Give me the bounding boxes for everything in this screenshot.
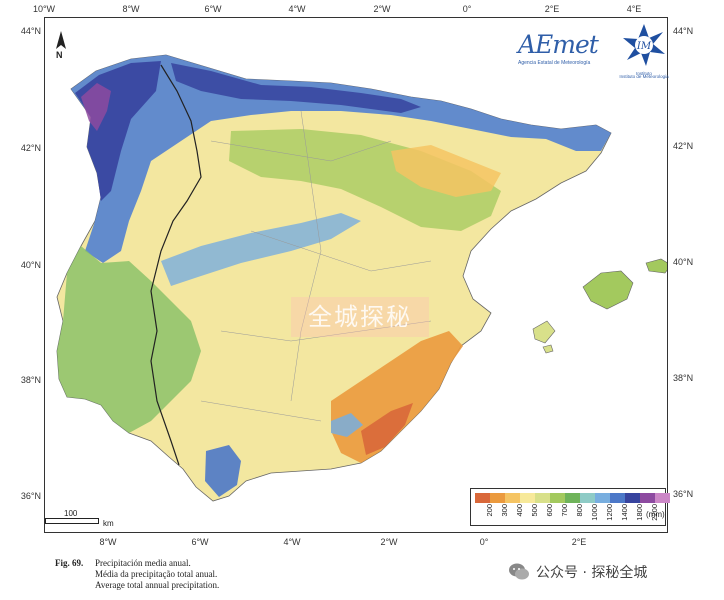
wechat-icon: [509, 563, 529, 580]
precipitation-map: [45, 18, 667, 532]
bottom-tick-1: 6°W: [191, 537, 209, 547]
top-tick-5: 0°: [462, 4, 472, 14]
right-tick-0: 44°N: [673, 26, 694, 36]
aemet-logo-subtitle: Agencia Estatal de Meteorología: [518, 60, 591, 66]
im-logo-subtitle-2: Instituto de Meteorologia: [619, 74, 669, 79]
legend-label-10: 1800: [635, 504, 644, 521]
legend-swatch-10: [625, 493, 640, 503]
legend-swatch-6: [565, 493, 580, 503]
legend-unit: (mm): [646, 510, 665, 519]
legend-label-8: 1200: [605, 504, 614, 521]
legend-label-3: 500: [530, 504, 539, 517]
bottom-tick-0: 8°W: [99, 537, 117, 547]
left-tick-2: 40°N: [20, 260, 41, 270]
left-tick-0: 44°N: [20, 26, 41, 36]
iberian-range-green: [229, 129, 501, 231]
scale-unit: km: [103, 519, 114, 528]
menorca: [645, 258, 667, 274]
portugal-spain-border: [150, 64, 202, 466]
right-tick-2: 40°N: [673, 257, 694, 267]
legend-label-0: 200: [485, 504, 494, 517]
aemet-logo: AEmet Agencia Estatal de Meteorología: [518, 32, 610, 74]
almeria-driest: [361, 403, 413, 455]
caption-line-en: Average total annual precipitation.: [95, 580, 220, 590]
central-sierra-band: [161, 213, 361, 286]
right-tick-3: 38°N: [673, 373, 694, 383]
left-tick-3: 38°N: [20, 375, 41, 385]
betic-wet-spot: [205, 445, 241, 497]
galicia-peaks: [81, 83, 111, 131]
left-tick-1: 42°N: [20, 143, 41, 153]
bottom-tick-3: 2°W: [380, 537, 398, 547]
legend-swatch-8: [595, 493, 610, 503]
legend-label-9: 1400: [620, 504, 629, 521]
legend-swatch-11: [640, 493, 655, 503]
cantabrian-peaks: [171, 63, 421, 113]
legend-swatch-9: [610, 493, 625, 503]
figure-caption: Fig. 69. Precipitación media anual. Média…: [55, 558, 219, 591]
im-star-icon: IM: [623, 24, 665, 66]
northern-wet-zone: [71, 55, 611, 263]
legend-swatch-1: [490, 493, 505, 503]
legend-swatch-2: [505, 493, 520, 503]
top-tick-3: 4°W: [288, 4, 306, 14]
caption-fig-number: Fig. 69.: [55, 558, 84, 568]
legend-labels: 200 300 400 500 600 700 800 1000 1200 1400 1800 220…: [475, 504, 670, 524]
legend-swatch-4: [535, 493, 550, 503]
scale-value: 100: [64, 509, 78, 518]
precipitation-legend: 200 300 400 500 600 700 800 1000 1200 1400 1800 220…: [470, 488, 670, 526]
legend-label-6: 800: [575, 504, 584, 517]
legend-label-4: 600: [545, 504, 554, 517]
im-logo-text: IM: [636, 41, 652, 52]
bottom-tick-4: 0°: [479, 537, 489, 547]
im-logo-subtitle-1: Instituto: [636, 71, 652, 76]
legend-swatches: [475, 493, 670, 503]
legend-label-5: 700: [560, 504, 569, 517]
im-logo: IM Instituto Instituto de Meteorologia: [618, 22, 670, 82]
left-tick-4: 36°N: [20, 491, 41, 501]
bottom-tick-5: 2°E: [571, 537, 587, 547]
right-tick-4: 36°N: [673, 489, 694, 499]
legend-swatch-0: [475, 493, 490, 503]
formentera: [542, 344, 554, 354]
north-label: N: [56, 50, 63, 60]
bottom-tick-2: 4°W: [283, 537, 301, 547]
legend-swatch-3: [520, 493, 535, 503]
sierra-nevada-wet: [331, 413, 363, 437]
legend-label-7: 1000: [590, 504, 599, 521]
caption-line-es: Precipitación media anual.: [95, 558, 191, 568]
ebro-valley-dry: [391, 145, 501, 197]
mallorca: [582, 270, 634, 310]
top-tick-4: 2°W: [373, 4, 391, 14]
legend-label-1: 300: [500, 504, 509, 517]
wechat-watermark: 公众号 · 探秘全城: [508, 560, 647, 584]
legend-swatch-5: [550, 493, 565, 503]
top-tick-2: 6°W: [204, 4, 222, 14]
legend-label-2: 400: [515, 504, 524, 517]
map-frame[interactable]: [44, 17, 668, 533]
scale-bar: [45, 518, 99, 524]
aemet-logo-text: AEmet: [518, 30, 599, 59]
caption-line-pt: Média da precipitação total anual.: [95, 569, 218, 579]
top-tick-6: 2°E: [544, 4, 560, 14]
ibiza: [532, 320, 556, 344]
top-tick-1: 8°W: [122, 4, 140, 14]
top-tick-7: 4°E: [626, 4, 642, 14]
region-boundaries: [200, 110, 432, 422]
legend-swatch-7: [580, 493, 595, 503]
north-arrow-icon: [56, 31, 66, 49]
legend-swatch-12: [655, 493, 670, 503]
top-tick-0: 10°W: [32, 4, 56, 14]
right-tick-1: 42°N: [673, 141, 694, 151]
western-humid-zone: [57, 246, 201, 433]
wechat-text: 公众号 · 探秘全城: [536, 565, 648, 581]
watermark: 全城探秘: [291, 297, 429, 337]
